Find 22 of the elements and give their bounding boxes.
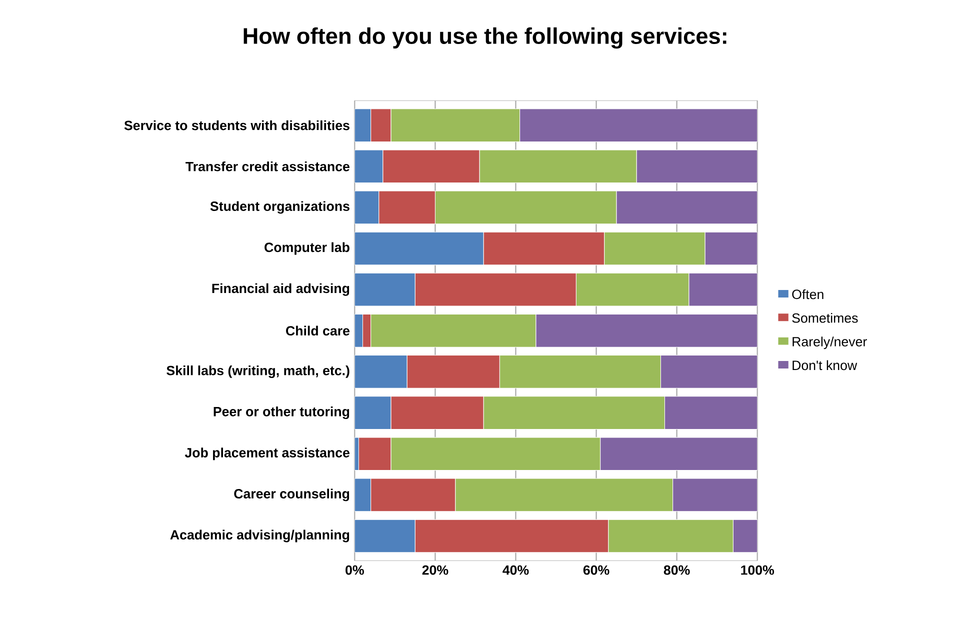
legend-label: Sometimes	[792, 312, 858, 323]
x-tick-label: 0%	[346, 565, 364, 575]
y-tick-label: Career counseling	[234, 488, 350, 502]
x-tick-label: 80%	[664, 565, 690, 575]
y-tick-label: Computer lab	[264, 242, 350, 255]
legend-label: Don't know	[792, 360, 858, 370]
x-tick-label: 20%	[422, 565, 448, 575]
y-tick-label: Transfer credit assistance	[186, 161, 350, 172]
chart-title: How often do you use the following services:	[244, 27, 726, 49]
legend-label: Often	[792, 289, 824, 300]
x-tick-label: 60%	[583, 565, 610, 575]
y-tick-label: Skill labs (writing, math, etc.)	[166, 365, 350, 378]
y-tick-label: Student organizations	[210, 201, 350, 214]
y-tick-label: Peer or other tutoring	[214, 406, 350, 420]
legend-label: Rarely/never	[792, 336, 867, 350]
y-tick-label: Financial aid advising	[212, 283, 350, 296]
x-tick-label: 40%	[502, 565, 529, 575]
x-tick-label: 100%	[741, 565, 774, 575]
y-tick-label: Academic advising/planning	[170, 530, 350, 542]
y-tick-label: Service to students with disabilities	[124, 120, 350, 130]
y-tick-label: Child care	[286, 326, 350, 336]
y-tick-label: Job placement assistance	[184, 448, 350, 460]
